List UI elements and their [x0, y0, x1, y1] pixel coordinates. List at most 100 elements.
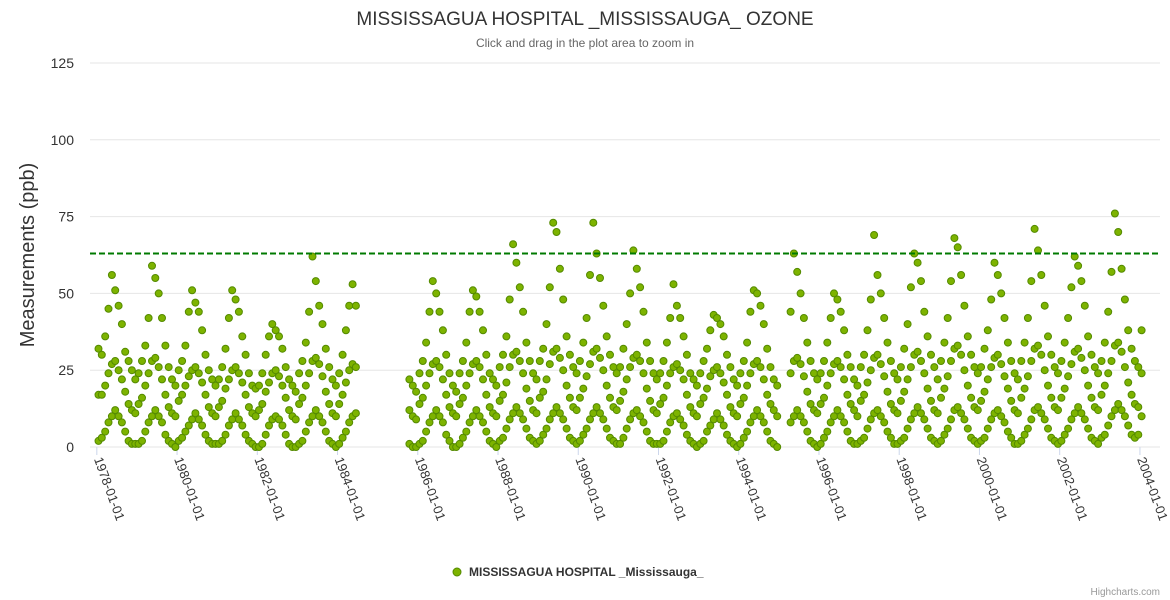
data-point[interactable]: [739, 357, 748, 365]
data-point[interactable]: [151, 353, 160, 362]
data-point[interactable]: [499, 433, 507, 442]
data-point[interactable]: [462, 338, 471, 347]
data-point[interactable]: [1120, 295, 1129, 304]
data-point[interactable]: [582, 424, 591, 433]
data-point[interactable]: [943, 372, 952, 381]
data-point[interactable]: [425, 307, 434, 316]
data-point[interactable]: [438, 326, 447, 335]
data-point[interactable]: [405, 375, 414, 384]
data-point[interactable]: [94, 344, 103, 353]
data-point[interactable]: [268, 320, 277, 329]
data-point[interactable]: [148, 261, 156, 270]
data-point[interactable]: [636, 357, 645, 365]
data-point[interactable]: [579, 430, 588, 439]
data-point[interactable]: [1064, 424, 1073, 433]
data-point[interactable]: [820, 433, 828, 442]
data-point[interactable]: [1104, 307, 1113, 316]
data-point[interactable]: [863, 326, 872, 335]
data-point[interactable]: [201, 390, 210, 399]
data-point[interactable]: [442, 390, 451, 399]
data-point[interactable]: [659, 357, 668, 365]
data-point[interactable]: [569, 363, 578, 372]
data-point[interactable]: [736, 369, 745, 378]
data-point[interactable]: [565, 393, 574, 402]
data-point[interactable]: [703, 427, 711, 436]
data-point[interactable]: [161, 341, 170, 350]
data-point[interactable]: [335, 400, 344, 408]
data-point[interactable]: [1040, 415, 1049, 424]
data-point[interactable]: [445, 436, 454, 445]
data-point[interactable]: [1017, 436, 1026, 445]
data-point[interactable]: [632, 350, 641, 359]
data-point[interactable]: [238, 332, 247, 341]
data-point[interactable]: [351, 409, 360, 418]
data-point[interactable]: [559, 415, 568, 424]
data-point[interactable]: [622, 320, 631, 329]
data-point[interactable]: [937, 393, 945, 402]
data-point[interactable]: [325, 363, 334, 372]
data-point[interactable]: [519, 307, 528, 316]
data-point[interactable]: [763, 344, 772, 353]
data-point[interactable]: [575, 357, 584, 365]
data-point[interactable]: [1020, 338, 1029, 347]
data-point[interactable]: [552, 228, 561, 236]
data-point[interactable]: [1044, 332, 1052, 341]
data-point[interactable]: [900, 433, 909, 442]
data-point[interactable]: [589, 218, 598, 227]
data-point[interactable]: [241, 430, 250, 439]
data-point[interactable]: [338, 433, 347, 442]
data-point[interactable]: [786, 307, 795, 316]
data-point[interactable]: [606, 393, 614, 402]
legend-item[interactable]: MISSISSAGUA HOSPITAL _Mississauga_: [452, 565, 704, 579]
data-point[interactable]: [746, 307, 755, 316]
data-point[interactable]: [616, 396, 625, 405]
data-point[interactable]: [716, 369, 725, 378]
data-point[interactable]: [502, 332, 511, 341]
data-point[interactable]: [512, 347, 521, 356]
data-point[interactable]: [723, 390, 731, 399]
data-point[interactable]: [1060, 338, 1069, 347]
data-point[interactable]: [1023, 372, 1032, 381]
data-point[interactable]: [599, 366, 608, 375]
data-point[interactable]: [331, 412, 340, 421]
data-point[interactable]: [311, 353, 320, 362]
data-point[interactable]: [198, 421, 207, 430]
data-point[interactable]: [298, 357, 307, 365]
data-point[interactable]: [1000, 314, 1009, 322]
data-point[interactable]: [1027, 277, 1036, 286]
data-point[interactable]: [619, 344, 628, 353]
data-point[interactable]: [315, 412, 324, 421]
data-point[interactable]: [345, 366, 354, 375]
data-point[interactable]: [930, 363, 939, 372]
data-point[interactable]: [893, 375, 902, 384]
data-point[interactable]: [1037, 271, 1046, 279]
data-point[interactable]: [114, 412, 123, 421]
data-point[interactable]: [696, 400, 705, 408]
data-point[interactable]: [933, 409, 942, 418]
data-point[interactable]: [793, 406, 802, 415]
data-point[interactable]: [746, 418, 755, 427]
data-point[interactable]: [184, 307, 193, 316]
data-point[interactable]: [535, 436, 544, 445]
data-point[interactable]: [438, 418, 447, 427]
data-point[interactable]: [485, 403, 494, 412]
data-point[interactable]: [1003, 384, 1012, 393]
data-point[interactable]: [542, 424, 551, 433]
data-point[interactable]: [1034, 341, 1042, 350]
data-point[interactable]: [602, 332, 611, 341]
data-point[interactable]: [104, 418, 113, 427]
data-point[interactable]: [873, 350, 882, 359]
data-point[interactable]: [341, 378, 350, 387]
data-point[interactable]: [1097, 390, 1106, 399]
data-point[interactable]: [428, 277, 437, 286]
data-point[interactable]: [753, 406, 762, 415]
data-point[interactable]: [612, 406, 621, 415]
data-point[interactable]: [759, 418, 768, 427]
data-point[interactable]: [873, 271, 882, 279]
data-point[interactable]: [913, 258, 922, 267]
data-point[interactable]: [117, 418, 126, 427]
data-point[interactable]: [141, 381, 150, 390]
data-point[interactable]: [840, 326, 849, 335]
data-point[interactable]: [1060, 430, 1069, 439]
data-point[interactable]: [706, 421, 715, 430]
